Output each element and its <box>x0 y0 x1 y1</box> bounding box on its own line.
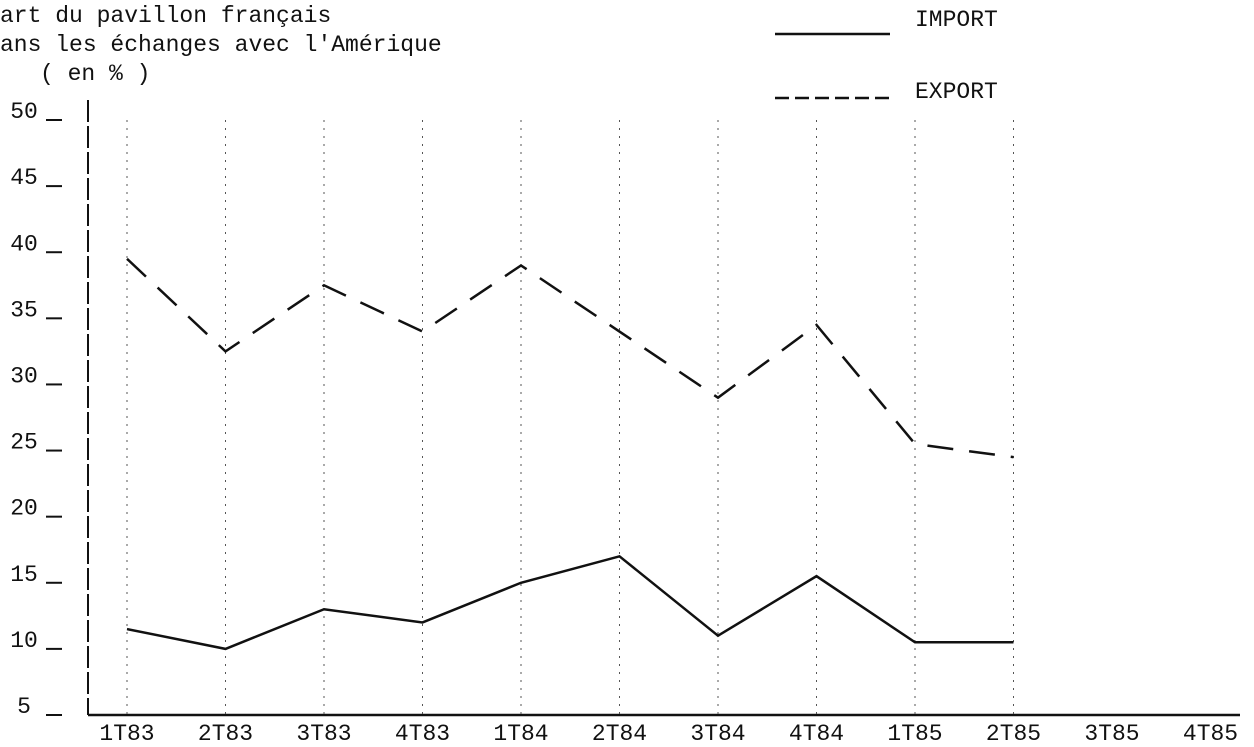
x-tick-label: 2T84 <box>592 721 647 747</box>
x-tick-label: 3T83 <box>296 721 351 747</box>
data-line <box>126 257 1014 459</box>
y-tick-label: 25 <box>10 430 38 456</box>
y-tick-label: 40 <box>10 231 38 257</box>
x-tick-label: 1T84 <box>493 721 548 747</box>
x-tick-label: 1T83 <box>99 721 154 747</box>
x-tick-label: 1T85 <box>887 721 942 747</box>
x-tick-label: 4T83 <box>395 721 450 747</box>
y-tick-label: 5 <box>17 694 31 720</box>
y-tick-label: 35 <box>10 297 38 323</box>
x-tick-label: 3T84 <box>690 721 745 747</box>
chart-title: art du pavillon français <box>0 3 331 29</box>
x-tick-label: 3T85 <box>1084 721 1139 747</box>
legend-label: EXPORT <box>915 79 998 105</box>
data-line <box>126 554 1014 651</box>
y-tick-label: 45 <box>10 165 38 191</box>
x-tick-label: 2T83 <box>198 721 253 747</box>
y-tick-label: 50 <box>10 99 38 125</box>
chart-subtitle: ( en % ) <box>40 61 150 87</box>
y-tick-label: 20 <box>10 496 38 522</box>
x-tick-label: 2T85 <box>986 721 1041 747</box>
x-tick-label: 4T84 <box>789 721 844 747</box>
x-tick-label: 4T85 <box>1183 721 1238 747</box>
legend-label: IMPORT <box>915 7 998 33</box>
chart-title: ans les échanges avec l'Amérique <box>0 32 442 58</box>
y-tick-label: 10 <box>10 628 38 654</box>
y-tick-label: 15 <box>10 562 38 588</box>
y-tick-label: 30 <box>10 364 38 390</box>
